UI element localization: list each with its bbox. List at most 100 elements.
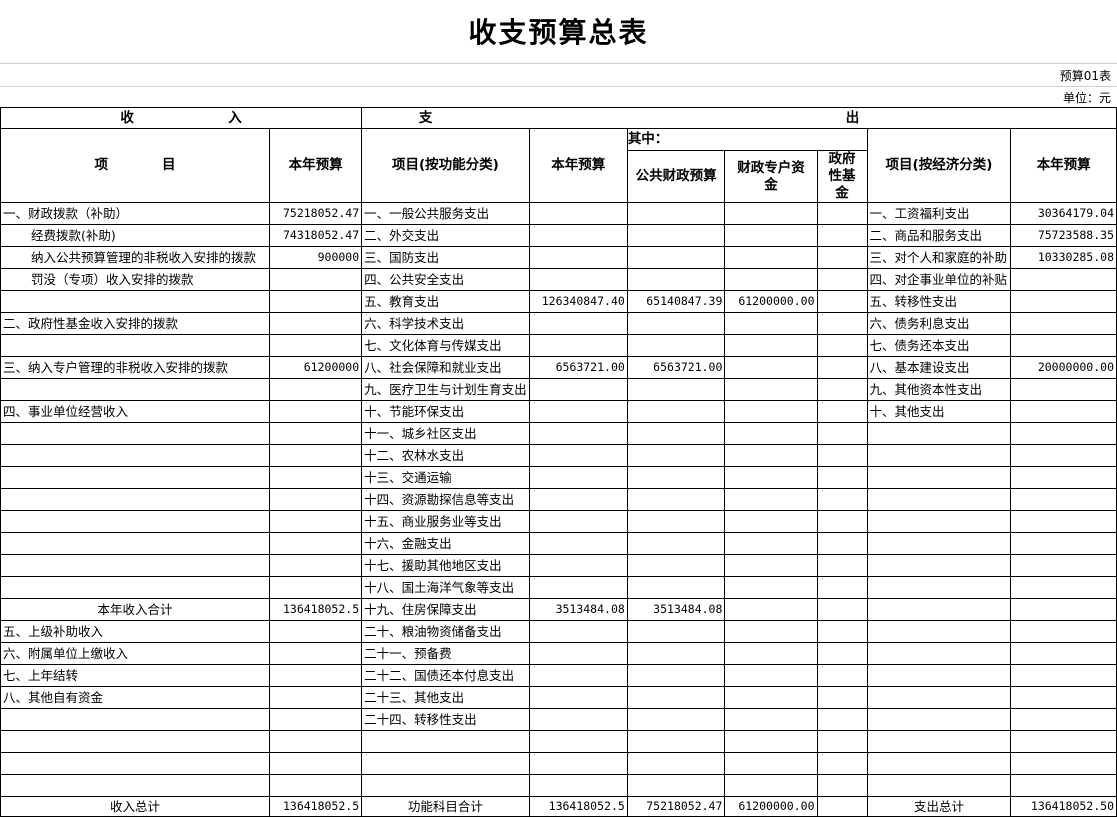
income-item-cell	[0, 774, 271, 797]
func-item-cell: 十、节能环保支出	[361, 400, 530, 423]
special-account-cell	[724, 752, 818, 775]
func-budget-cell	[528, 202, 628, 225]
gov-fund-cell	[816, 554, 868, 577]
table-row: 一、财政拨款（补助） 75218052.47 一、一般公共服务支出 一、工资福利支出 3…	[0, 202, 1117, 225]
func-budget-cell	[528, 378, 628, 401]
col-func-budget: 本年预算	[528, 128, 628, 203]
gov-fund-cell	[816, 642, 868, 665]
func-item-cell: 一、一般公共服务支出	[361, 202, 530, 225]
gov-fund-cell	[816, 268, 868, 291]
income-budget-cell	[269, 686, 363, 709]
econ-item-cell	[866, 466, 1012, 489]
econ-budget-cell: 20000000.00	[1010, 356, 1117, 379]
gov-fund-cell	[816, 510, 868, 533]
func-budget-cell	[528, 664, 628, 687]
public-finance-cell	[626, 422, 726, 445]
special-account-cell	[724, 488, 818, 511]
table-row: 七、上年结转 二十二、国债还本付息支出	[0, 664, 1117, 687]
func-budget-cell	[528, 334, 628, 357]
expense-header-left: 支	[418, 109, 433, 126]
econ-budget-cell	[1010, 532, 1117, 555]
public-finance-cell	[626, 488, 726, 511]
public-finance-cell	[626, 444, 726, 467]
func-item-cell: 二十三、其他支出	[361, 686, 530, 709]
public-finance-cell	[626, 378, 726, 401]
public-finance-cell	[626, 466, 726, 489]
income-item-cell: 七、上年结转	[0, 664, 271, 687]
func-item-cell: 二十、粮油物资储备支出	[361, 620, 530, 643]
special-account-cell	[724, 598, 818, 621]
income-item-cell: 纳入公共预算管理的非税收入安排的拨款	[0, 246, 271, 269]
public-finance-cell	[626, 774, 726, 797]
func-budget-cell	[528, 708, 628, 731]
econ-item-cell	[866, 532, 1012, 555]
special-account-cell	[724, 334, 818, 357]
income-budget-cell	[269, 400, 363, 423]
table-row: 罚没（专项）收入安排的拨款 四、公共安全支出 四、对企事业单位的补贴	[0, 268, 1117, 291]
special-account-cell	[724, 444, 818, 467]
col-func-item: 项目(按功能分类)	[361, 128, 530, 203]
func-budget-cell	[528, 752, 628, 775]
econ-budget-cell	[1010, 290, 1117, 313]
econ-budget-cell	[1010, 334, 1117, 357]
special-account-cell	[724, 510, 818, 533]
income-budget-cell	[269, 576, 363, 599]
table-row: 五、教育支出 126340847.40 65140847.39 61200000.00…	[0, 290, 1117, 313]
econ-item-cell: 一、工资福利支出	[866, 202, 1012, 225]
func-budget-cell	[528, 554, 628, 577]
income-item-cell: 六、附属单位上缴收入	[0, 642, 271, 665]
table-row: 二、政府性基金收入安排的拨款 六、科学技术支出 六、债务利息支出	[0, 312, 1117, 335]
public-finance-cell	[626, 532, 726, 555]
econ-budget-cell	[1010, 268, 1117, 291]
func-budget-cell	[528, 620, 628, 643]
econ-item-cell	[866, 642, 1012, 665]
table-row: 十二、农林水支出	[0, 444, 1117, 467]
econ-item-cell	[866, 774, 1012, 797]
col-econ-item: 项目(按经济分类)	[866, 128, 1012, 203]
table-row: 十五、商业服务业等支出	[0, 510, 1117, 533]
func-item-cell: 功能科目合计	[361, 796, 530, 817]
income-item-cell: 三、纳入专户管理的非税收入安排的拨款	[0, 356, 271, 379]
gov-fund-cell	[816, 378, 868, 401]
func-budget-cell	[528, 686, 628, 709]
econ-item-cell	[866, 686, 1012, 709]
income-item-cell	[0, 422, 271, 445]
econ-item-cell	[866, 554, 1012, 577]
income-budget-cell	[269, 290, 363, 313]
col-special-account: 财政专户资金	[724, 150, 818, 203]
income-budget-cell: 74318052.47	[269, 224, 363, 247]
special-account-cell	[724, 202, 818, 225]
gov-fund-cell	[816, 532, 868, 555]
econ-budget-cell	[1010, 576, 1117, 599]
econ-budget-cell	[1010, 598, 1117, 621]
econ-budget-cell	[1010, 642, 1117, 665]
income-budget-cell	[269, 730, 363, 753]
income-item-cell: 本年收入合计	[0, 598, 271, 621]
table-row	[0, 752, 1117, 775]
econ-item-cell: 八、基本建设支出	[866, 356, 1012, 379]
func-item-cell: 二十一、预备费	[361, 642, 530, 665]
table-row: 三、纳入专户管理的非税收入安排的拨款 61200000 八、社会保障和就业支出 656…	[0, 356, 1117, 379]
func-item-cell	[361, 774, 530, 797]
func-budget-cell	[528, 510, 628, 533]
public-finance-cell	[626, 510, 726, 533]
econ-item-cell: 十、其他支出	[866, 400, 1012, 423]
public-finance-cell	[626, 664, 726, 687]
special-account-cell	[724, 356, 818, 379]
income-budget-cell	[269, 664, 363, 687]
econ-budget-cell	[1010, 620, 1117, 643]
income-item-cell: 五、上级补助收入	[0, 620, 271, 643]
econ-item-cell: 二、商品和服务支出	[866, 224, 1012, 247]
econ-budget-cell	[1010, 378, 1117, 401]
table-row: 八、其他自有资金 二十三、其他支出	[0, 686, 1117, 709]
func-item-cell: 十三、交通运输	[361, 466, 530, 489]
econ-budget-cell	[1010, 312, 1117, 335]
econ-item-cell: 三、对个人和家庭的补助	[866, 246, 1012, 269]
gov-fund-cell	[816, 598, 868, 621]
income-budget-cell	[269, 752, 363, 775]
func-budget-cell	[528, 466, 628, 489]
gov-fund-cell	[816, 400, 868, 423]
public-finance-cell	[626, 620, 726, 643]
func-budget-cell	[528, 642, 628, 665]
income-item-cell: 一、财政拨款（补助）	[0, 202, 271, 225]
